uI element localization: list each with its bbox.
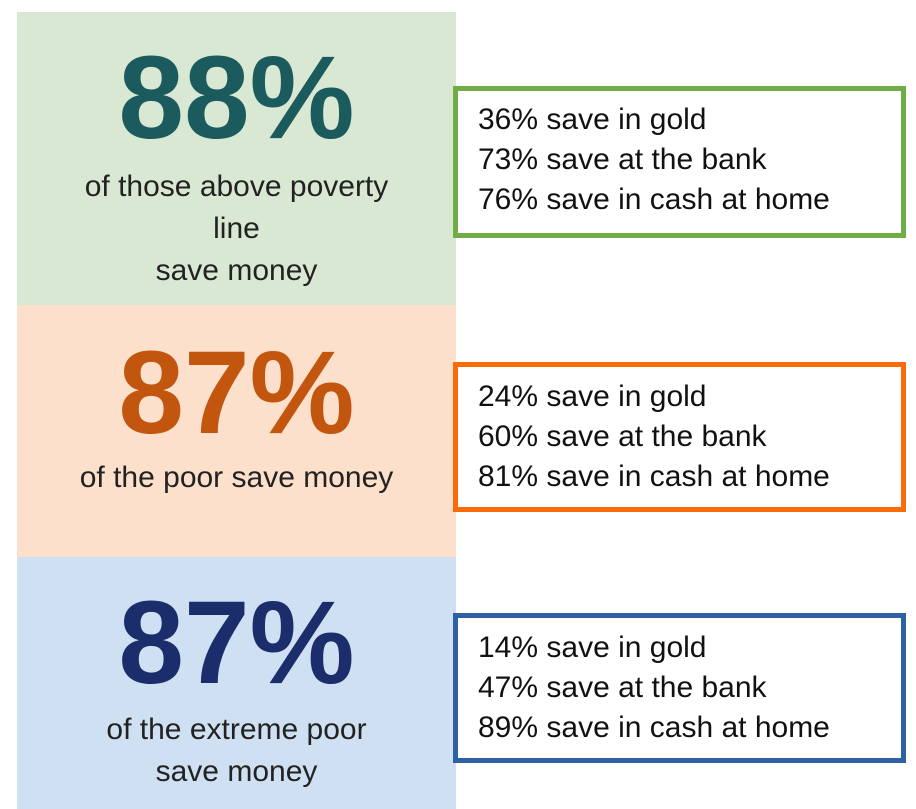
description-line: of the extreme poor	[106, 713, 367, 746]
description-line: of those above poverty	[84, 170, 389, 203]
details-box	[453, 613, 906, 763]
details-box	[453, 86, 906, 238]
description-line: save money	[155, 254, 318, 287]
detail-line: 24% save in gold	[478, 380, 707, 413]
headline: 88%	[118, 32, 355, 164]
details-box	[453, 362, 906, 512]
detail-line: 89% save in cash at home	[478, 711, 830, 744]
detail-line: 76% save in cash at home	[478, 183, 830, 216]
detail-line: 81% save in cash at home	[478, 460, 830, 493]
panel-poor	[17, 305, 456, 557]
headline: 87%	[118, 327, 355, 459]
description-line: of the poor save money	[79, 461, 394, 494]
details: 14% save in gold 47% save at the bank 89…	[478, 628, 830, 748]
description: of the extreme poor save money	[17, 709, 456, 793]
detail-line: 47% save at the bank	[478, 671, 767, 704]
headline: 87%	[118, 577, 355, 709]
description-line: line	[213, 212, 260, 245]
detail-line: 73% save at the bank	[478, 143, 767, 176]
detail-line: 14% save in gold	[478, 631, 707, 664]
description-line: save money	[155, 755, 318, 788]
panel-extreme-poor	[17, 557, 456, 809]
panel-above-poverty	[17, 12, 456, 305]
details: 36% save in gold 73% save at the bank 76…	[478, 100, 830, 220]
details: 24% save in gold 60% save at the bank 81…	[478, 377, 830, 497]
detail-line: 60% save at the bank	[478, 420, 767, 453]
description: of the poor save money	[17, 457, 456, 499]
detail-line: 36% save in gold	[478, 103, 707, 136]
description: of those above poverty line save money	[17, 166, 456, 292]
